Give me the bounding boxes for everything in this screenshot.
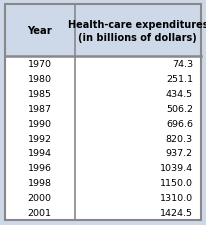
Text: 1994: 1994 xyxy=(28,149,52,158)
Text: 1996: 1996 xyxy=(28,164,52,173)
Text: 1985: 1985 xyxy=(28,89,52,98)
Text: 1970: 1970 xyxy=(28,60,52,69)
Text: 251.1: 251.1 xyxy=(166,74,193,83)
Text: 2001: 2001 xyxy=(28,208,52,217)
Text: 1310.0: 1310.0 xyxy=(160,193,193,202)
Text: 74.3: 74.3 xyxy=(172,60,193,69)
Text: (in billions of dollars): (in billions of dollars) xyxy=(78,33,197,43)
Text: 1039.4: 1039.4 xyxy=(160,164,193,173)
Text: 1992: 1992 xyxy=(28,134,52,143)
Text: 1987: 1987 xyxy=(28,104,52,113)
Text: 506.2: 506.2 xyxy=(166,104,193,113)
Text: Health-care expenditures: Health-care expenditures xyxy=(68,20,206,30)
Bar xyxy=(5,57,201,220)
Text: 1990: 1990 xyxy=(28,119,52,128)
Text: 1150.0: 1150.0 xyxy=(160,178,193,187)
Bar xyxy=(5,5,201,57)
Text: 937.2: 937.2 xyxy=(166,149,193,158)
Text: 2000: 2000 xyxy=(28,193,52,202)
Text: 820.3: 820.3 xyxy=(166,134,193,143)
Text: 434.5: 434.5 xyxy=(166,89,193,98)
Text: 1980: 1980 xyxy=(28,74,52,83)
Text: 1998: 1998 xyxy=(28,178,52,187)
Text: Year: Year xyxy=(27,26,52,36)
Text: 1424.5: 1424.5 xyxy=(160,208,193,217)
Text: 696.6: 696.6 xyxy=(166,119,193,128)
